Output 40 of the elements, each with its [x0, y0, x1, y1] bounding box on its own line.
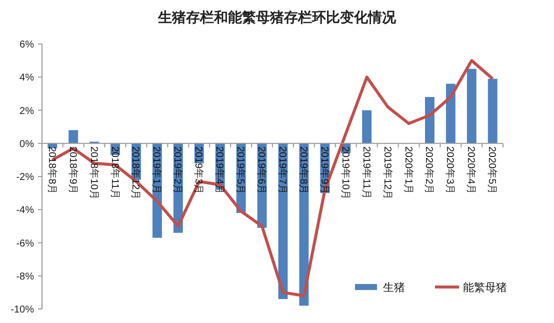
- x-tick-label: 2020年1月: [402, 146, 414, 194]
- x-tick-label: 2019年4月: [214, 146, 226, 194]
- legend-label: 能繁母猪: [463, 280, 507, 294]
- x-tick-label: 2019年5月: [234, 146, 247, 194]
- x-tick-label: 2020年4月: [465, 146, 478, 194]
- y-tick-label: -8%: [16, 271, 34, 282]
- x-tick-label: 2020年2月: [423, 146, 436, 194]
- bar: [466, 68, 476, 144]
- bar: [446, 84, 456, 144]
- y-tick-label: 6%: [20, 40, 34, 50]
- x-tick-label: 2019年2月: [172, 146, 184, 194]
- y-tick-label: 0%: [20, 138, 34, 150]
- x-tick-label: 2019年7月: [276, 146, 288, 194]
- x-tick-label: 2019年3月: [192, 146, 205, 194]
- x-tick-label: 2020年3月: [444, 146, 456, 194]
- x-tick-label: 2018年8月: [46, 146, 58, 194]
- x-tick-label: 2019年1月: [150, 146, 163, 194]
- x-tick-label: 2018年9月: [66, 146, 79, 194]
- x-tick-label: 2019年6月: [256, 146, 268, 194]
- x-tick-label: 2019年10月: [339, 146, 352, 200]
- chart-title: 生猪存栏和能繁母猪存栏环比变化情况: [157, 9, 397, 25]
- y-tick-label: -6%: [16, 238, 34, 250]
- x-tick-label: 2019年8月: [297, 146, 310, 194]
- x-tick-label: 2018年11月: [108, 146, 121, 200]
- y-tick-label: -2%: [16, 172, 34, 183]
- bar: [488, 78, 498, 144]
- x-tick-label: 2018年12月: [130, 146, 142, 200]
- legend-label: 生猪: [383, 280, 405, 294]
- y-tick-label: -10%: [10, 304, 34, 316]
- y-tick-label: 2%: [20, 106, 34, 117]
- x-tick-label: 2019年9月: [318, 146, 330, 194]
- bar: [425, 97, 434, 144]
- x-tick-label: 2019年12月: [381, 146, 394, 200]
- y-tick-label: -4%: [16, 205, 34, 216]
- y-tick-label: 4%: [20, 72, 34, 84]
- x-tick-label: 2018年10月: [88, 146, 100, 200]
- bar: [68, 130, 78, 144]
- x-tick-label: 2019年11月: [360, 146, 372, 200]
- bar: [362, 110, 372, 144]
- x-tick-label: 2020年5月: [486, 146, 498, 194]
